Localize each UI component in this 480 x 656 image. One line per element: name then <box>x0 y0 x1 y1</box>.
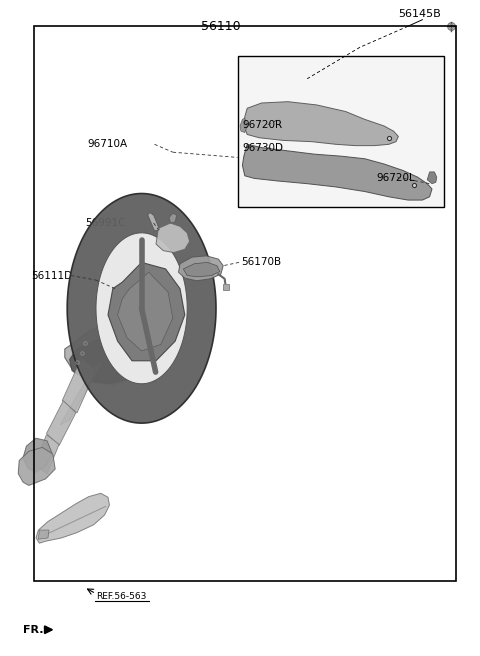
Polygon shape <box>66 335 148 387</box>
Text: 56145B: 56145B <box>398 9 442 20</box>
Text: FR.: FR. <box>23 625 44 635</box>
Bar <box>34 26 456 581</box>
Polygon shape <box>148 213 159 231</box>
Text: 56170B: 56170B <box>241 257 281 268</box>
Text: 56111D: 56111D <box>31 270 72 281</box>
Polygon shape <box>427 172 437 184</box>
Polygon shape <box>183 262 220 277</box>
Polygon shape <box>240 118 247 133</box>
Polygon shape <box>47 401 76 445</box>
Polygon shape <box>18 447 55 485</box>
Text: 96710A: 96710A <box>87 139 127 150</box>
Polygon shape <box>67 194 216 423</box>
Polygon shape <box>70 338 149 384</box>
Polygon shape <box>23 438 52 472</box>
Polygon shape <box>118 272 173 351</box>
Polygon shape <box>179 256 223 281</box>
Polygon shape <box>156 223 190 253</box>
Bar <box>238 56 444 207</box>
Polygon shape <box>62 358 96 413</box>
Text: REF.56-563: REF.56-563 <box>96 592 146 602</box>
Polygon shape <box>244 102 398 146</box>
Text: 56110: 56110 <box>201 20 240 33</box>
Polygon shape <box>38 530 49 539</box>
Polygon shape <box>242 144 432 200</box>
Polygon shape <box>65 321 151 382</box>
Text: 96720R: 96720R <box>242 119 283 130</box>
Polygon shape <box>96 233 187 384</box>
Polygon shape <box>169 213 177 223</box>
Polygon shape <box>35 435 59 474</box>
Text: 56991C: 56991C <box>85 218 126 228</box>
Polygon shape <box>60 361 103 425</box>
Text: 96720L: 96720L <box>377 173 416 184</box>
Polygon shape <box>36 493 109 543</box>
Text: 96730D: 96730D <box>242 142 283 153</box>
Polygon shape <box>108 262 185 361</box>
